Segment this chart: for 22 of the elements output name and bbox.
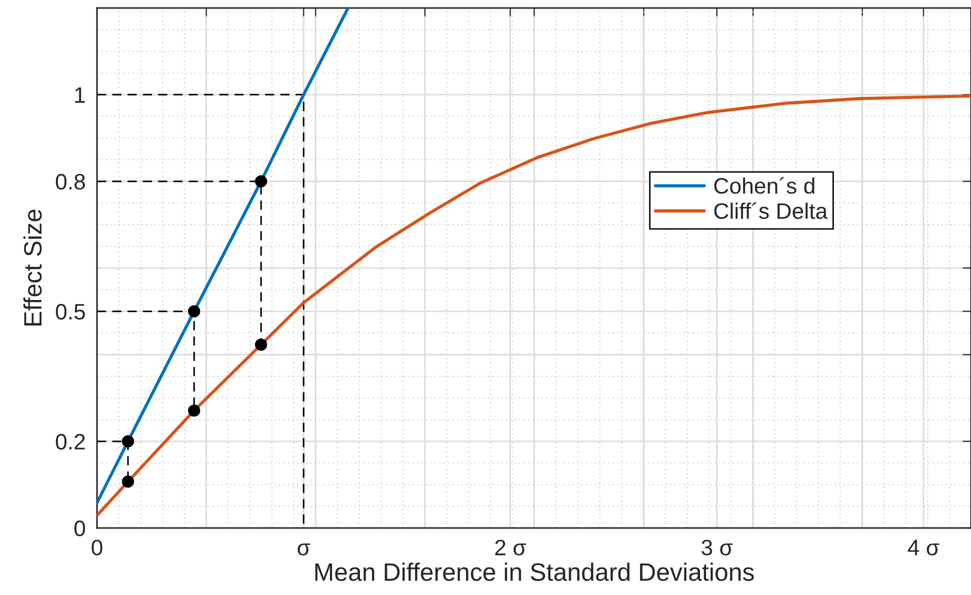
x-tick-label: 4 σ [908, 540, 940, 556]
point [254, 175, 268, 188]
legend-label: Cohen´s d [714, 177, 814, 194]
point [188, 404, 200, 417]
line-series [97, 94, 971, 517]
y-tick-label: 0 [74, 520, 86, 536]
x-tick-label: 3 σ [702, 540, 733, 556]
line-series [97, 8, 350, 504]
y-axis-title: Effect Size [23, 210, 42, 326]
y-tick-label: 0.2 [56, 434, 85, 450]
point [122, 435, 134, 448]
x-axis-title: Mean Difference in Standard Deviations [315, 562, 754, 581]
x-tick-label: 0 [92, 540, 102, 556]
legend-label: Cliff´s Delta [714, 202, 828, 219]
x-tick-label: 2 σ [495, 540, 526, 556]
point [188, 305, 200, 318]
point [254, 338, 268, 351]
y-tick-label: 1 [75, 87, 85, 103]
x-tick-label: σ [298, 543, 310, 556]
point [122, 476, 134, 488]
y-tick-label: 0.5 [56, 304, 85, 320]
y-tick-label: 0.8 [56, 174, 85, 190]
